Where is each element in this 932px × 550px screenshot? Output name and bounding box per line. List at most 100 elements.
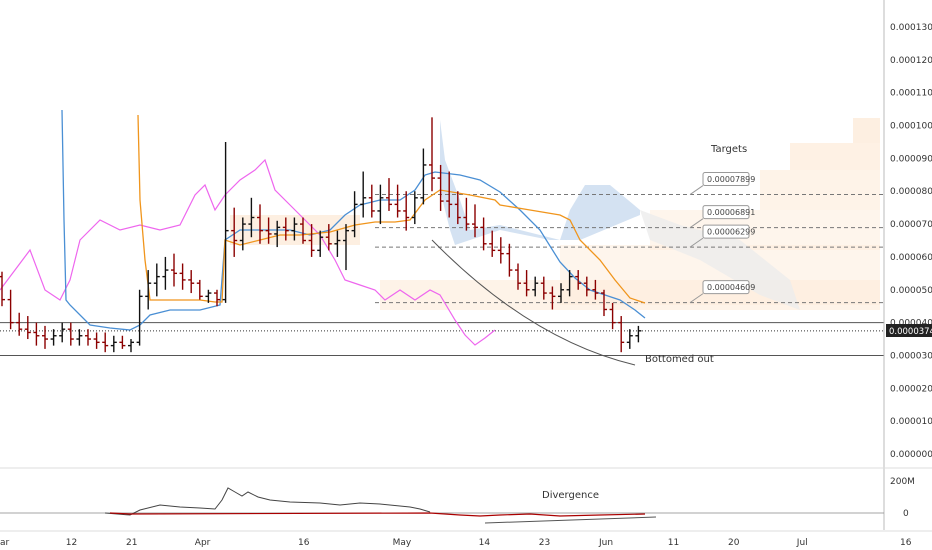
ohlc-bar bbox=[231, 207, 238, 257]
target-boxes: 0.00007899 0.00006891 0.00006299 0.00004609 bbox=[689, 172, 755, 304]
ohlc-bar bbox=[411, 191, 418, 225]
ohlc-bar bbox=[480, 217, 487, 251]
ohlc-bar bbox=[609, 302, 616, 330]
ohlc-bar bbox=[334, 230, 341, 257]
price-tick-label: 0.00000000 bbox=[890, 450, 932, 460]
ohlc-bar bbox=[42, 325, 48, 349]
bottom-curve bbox=[431, 239, 636, 366]
ohlc-bar bbox=[566, 270, 573, 297]
time-tick-label: 14 bbox=[479, 538, 491, 548]
indicator-lines bbox=[0, 109, 646, 346]
time-tick-label: 16 bbox=[900, 538, 912, 548]
ohlc-bar bbox=[635, 325, 642, 343]
price-tick-label: 0.00004000 bbox=[890, 319, 932, 329]
ohlc-bar bbox=[583, 276, 590, 297]
time-tick-label: 16 bbox=[298, 538, 310, 548]
ohlc-bar bbox=[16, 312, 23, 336]
last-price-badge bbox=[886, 324, 932, 337]
ohlc-bar bbox=[317, 230, 324, 257]
ohlc-bar bbox=[110, 335, 117, 353]
ohlc-bar bbox=[153, 263, 160, 297]
ohlc-bar bbox=[540, 276, 547, 300]
ohlc-bar bbox=[33, 322, 40, 346]
ohlc-bar bbox=[145, 270, 152, 310]
ohlc-bar bbox=[437, 164, 444, 211]
svg-text:0.00006299: 0.00006299 bbox=[707, 228, 755, 237]
time-tick-label: 20 bbox=[728, 538, 740, 548]
bottomed-out-label: Bottomed out bbox=[645, 354, 714, 365]
svg-text:0.00006891: 0.00006891 bbox=[707, 208, 755, 217]
price-tick-label: 0.00008000 bbox=[890, 187, 932, 197]
ohlc-bar bbox=[592, 279, 599, 300]
ohlc-bar bbox=[282, 217, 289, 241]
ohlc-bar bbox=[394, 184, 401, 218]
ohlc-bar bbox=[360, 171, 367, 218]
price-tick-label: 0.00001000 bbox=[890, 417, 932, 427]
price-tick-label: 0.00003000 bbox=[890, 351, 932, 361]
ohlc-bars bbox=[0, 117, 642, 353]
target-label: 0.00006299 bbox=[689, 224, 755, 248]
time-axis[interactable]: ar 12 21 Apr 16 May 14 23 Jun 11 20 Jul 16 bbox=[0, 530, 932, 548]
target-label: 0.00004609 bbox=[689, 280, 755, 304]
ohlc-bar bbox=[136, 289, 143, 346]
time-tick-label: Jul bbox=[796, 538, 808, 548]
last-price-value: 0.00003749 bbox=[889, 327, 932, 337]
ohlc-bar bbox=[308, 224, 315, 257]
time-tick-label: 12 bbox=[66, 538, 77, 548]
time-tick-label: 21 bbox=[126, 538, 137, 548]
ohlc-bar bbox=[179, 263, 186, 290]
ohlc-bar bbox=[386, 178, 392, 211]
price-tick-label: 0.00009000 bbox=[890, 154, 932, 164]
ohlc-bar bbox=[128, 339, 134, 353]
price-tick-label: 0.00011000 bbox=[890, 89, 932, 99]
ohlc-bar bbox=[403, 191, 410, 231]
ohlc-bar bbox=[377, 184, 384, 225]
ohlc-bar bbox=[222, 141, 229, 303]
svg-text:0.00007899: 0.00007899 bbox=[707, 175, 755, 184]
price-tick-label: 0.00012000 bbox=[890, 56, 932, 66]
ohlc-bar bbox=[59, 322, 66, 343]
price-tick-label: 0.00005000 bbox=[890, 286, 932, 296]
volume-indicator-pane[interactable]: Divergence 200M 0 bbox=[0, 467, 932, 524]
ohlc-bar bbox=[76, 329, 83, 346]
targets-title: Targets bbox=[710, 144, 747, 155]
divergence-red bbox=[109, 512, 646, 517]
ohlc-bar bbox=[454, 191, 461, 225]
ohlc-bar bbox=[196, 279, 203, 300]
ohlc-bar bbox=[7, 289, 14, 330]
divergence-trendline bbox=[484, 516, 657, 524]
ohlc-bar bbox=[50, 329, 57, 346]
target-label: 0.00006891 bbox=[689, 205, 755, 229]
level-lines bbox=[0, 194, 884, 356]
ohlc-bar bbox=[171, 253, 177, 287]
ohlc-bar bbox=[119, 335, 126, 349]
time-tick-label: 23 bbox=[539, 538, 550, 548]
ohlc-bar bbox=[93, 332, 100, 349]
target-label: 0.00007899 bbox=[689, 172, 755, 195]
ohlc-bar bbox=[523, 270, 530, 297]
ohlc-bar bbox=[515, 263, 521, 290]
price-tick-label: 0.00006000 bbox=[890, 253, 932, 263]
ohlc-bar bbox=[0, 271, 5, 307]
ohlc-bar bbox=[67, 322, 74, 346]
ohlc-bar bbox=[162, 256, 169, 290]
ohlc-bar bbox=[618, 316, 625, 353]
ohlc-bar bbox=[85, 329, 91, 346]
ohlc-bar bbox=[265, 217, 272, 244]
ohlc-bar bbox=[300, 217, 306, 244]
ohlc-bar bbox=[506, 243, 513, 277]
ohlc-bar bbox=[532, 276, 539, 297]
ohlc-bar bbox=[257, 204, 263, 244]
ohlc-bar bbox=[24, 316, 31, 340]
ohlc-bar bbox=[325, 224, 332, 251]
price-tick-label: 0.00013000 bbox=[890, 23, 932, 33]
ohlc-bar bbox=[558, 283, 564, 303]
ohlc-bar bbox=[472, 204, 478, 238]
ohlc-bar bbox=[351, 191, 358, 238]
indicator-tick-0: 0 bbox=[903, 509, 909, 519]
price-axis[interactable]: 0.00013000 0.00012000 0.00011000 0.00010000… bbox=[883, 0, 932, 530]
ohlc-bar bbox=[248, 197, 255, 238]
time-tick-label: 11 bbox=[668, 538, 679, 548]
ohlc-bar bbox=[239, 217, 246, 251]
